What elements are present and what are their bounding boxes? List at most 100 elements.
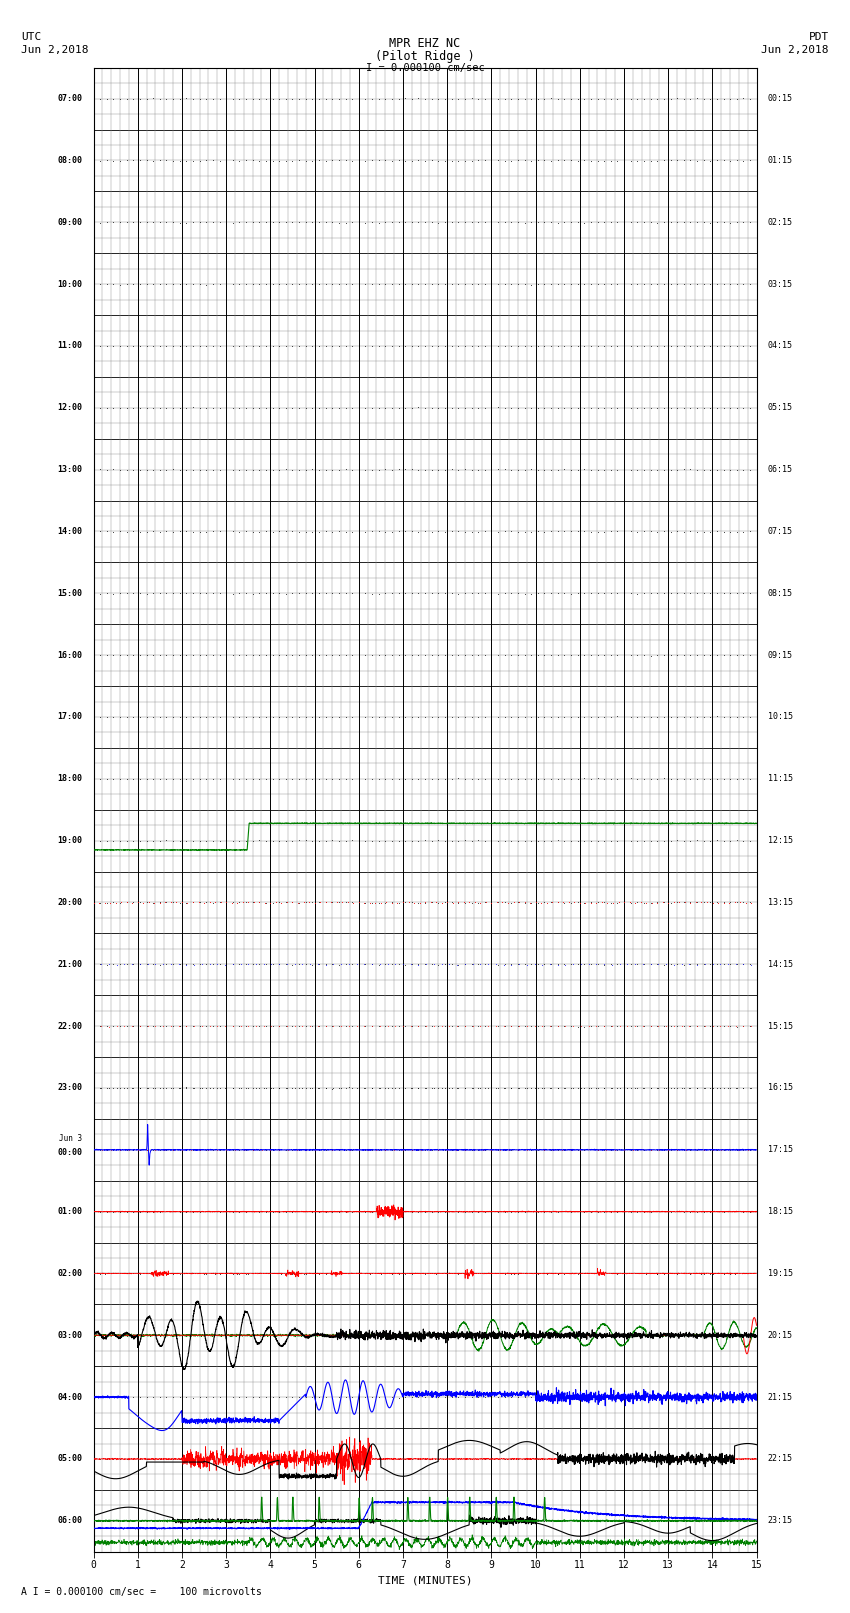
Point (314, 889, 327, 915)
Point (146, 705, 160, 731)
Point (498, 518, 512, 544)
Point (226, 1384, 240, 1410)
Point (156, 1013, 170, 1039)
Point (372, 1013, 386, 1039)
Point (418, 890, 432, 916)
Point (511, 1508, 524, 1534)
Point (195, 1074, 208, 1100)
Point (538, 85, 552, 111)
Point (113, 1508, 127, 1534)
Point (577, 85, 591, 111)
Point (338, 1384, 352, 1410)
Point (704, 271, 717, 297)
Point (451, 1261, 465, 1287)
Point (252, 395, 266, 421)
Point (518, 1198, 531, 1224)
Point (167, 1074, 180, 1100)
Point (332, 1260, 346, 1286)
Point (631, 148, 644, 174)
Point (717, 519, 730, 545)
Point (598, 766, 611, 792)
Point (226, 1076, 240, 1102)
Point (292, 1447, 306, 1473)
Point (173, 827, 186, 853)
Point (535, 890, 548, 916)
Point (269, 889, 283, 915)
Point (246, 85, 259, 111)
Point (425, 456, 439, 482)
Point (292, 705, 306, 731)
Point (617, 1198, 631, 1224)
Point (219, 1260, 233, 1286)
Point (167, 1013, 180, 1039)
Point (120, 1198, 133, 1224)
Point (551, 1013, 564, 1039)
Point (179, 642, 193, 668)
Point (491, 1323, 505, 1348)
Point (405, 705, 419, 731)
Point (498, 1013, 512, 1039)
Point (643, 642, 657, 668)
Point (524, 1508, 538, 1534)
Point (200, 1323, 213, 1348)
Point (113, 148, 127, 174)
Point (723, 456, 737, 482)
Point (372, 1384, 386, 1410)
Point (120, 642, 133, 668)
Point (664, 581, 677, 606)
Point (241, 1261, 255, 1287)
Point (100, 1384, 114, 1410)
Point (133, 1323, 147, 1348)
Point (332, 456, 346, 482)
Point (544, 1260, 558, 1286)
Point (233, 1323, 246, 1348)
Point (650, 1013, 664, 1039)
Point (745, 1013, 758, 1039)
Point (392, 1198, 405, 1224)
Point (117, 1076, 131, 1102)
Point (498, 148, 512, 174)
Point (690, 1260, 704, 1286)
Point (690, 1013, 704, 1039)
Point (743, 210, 756, 235)
Point (598, 85, 611, 111)
Point (528, 952, 541, 977)
Point (683, 1137, 697, 1163)
Point (257, 1074, 270, 1100)
Point (717, 456, 730, 482)
Point (113, 85, 127, 111)
Point (690, 519, 704, 545)
Point (484, 332, 498, 358)
Point (385, 1198, 399, 1224)
Point (484, 395, 498, 421)
Point (392, 1384, 405, 1410)
Point (451, 1137, 465, 1163)
Point (259, 148, 273, 174)
Point (94, 395, 107, 421)
Point (717, 395, 730, 421)
Point (332, 952, 346, 977)
Point (179, 1384, 193, 1410)
Point (246, 334, 259, 360)
Point (272, 952, 286, 977)
Point (472, 766, 485, 792)
Point (458, 1323, 472, 1348)
Point (392, 581, 405, 606)
Point (239, 1323, 252, 1348)
Point (319, 1137, 332, 1163)
Point (405, 395, 419, 421)
Point (175, 889, 189, 915)
Point (100, 1198, 114, 1224)
Point (723, 332, 737, 358)
Point (598, 1074, 611, 1100)
Point (729, 952, 743, 977)
Point (146, 890, 160, 916)
Point (338, 827, 352, 853)
Point (531, 271, 545, 297)
Point (372, 395, 386, 421)
Point (445, 952, 458, 977)
Point (319, 332, 332, 358)
Point (186, 952, 200, 977)
Point (451, 1384, 465, 1410)
Point (432, 85, 445, 111)
